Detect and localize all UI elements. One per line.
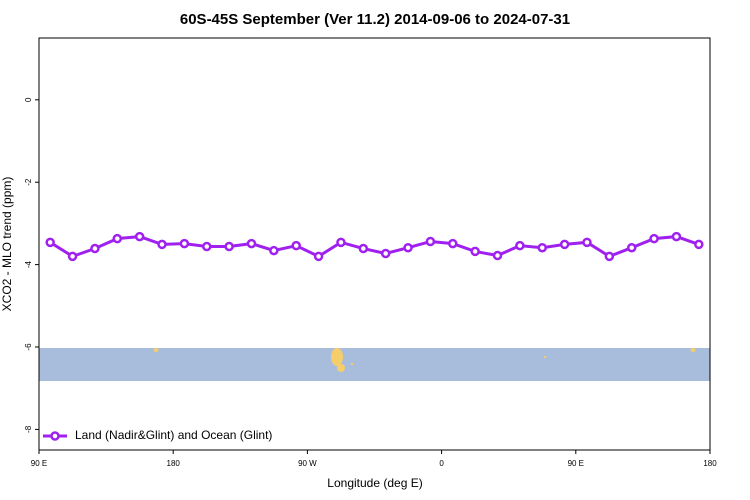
data-point — [671, 231, 682, 242]
x-tick-label: 90 E — [568, 459, 584, 468]
data-point — [492, 250, 503, 261]
data-point — [313, 251, 324, 262]
x-tick-label: 90 W — [298, 459, 317, 468]
y-tick-label: -2 — [24, 178, 33, 186]
data-point — [291, 240, 301, 251]
data-point — [559, 239, 570, 250]
data-point — [649, 233, 659, 244]
data-point — [202, 241, 212, 252]
y-tick-label: 0 — [24, 97, 33, 102]
x-tick-label: 90 E — [31, 459, 47, 468]
legend-marker — [50, 431, 60, 441]
data-point — [626, 242, 637, 253]
x-tick-label: 0 — [439, 459, 444, 468]
ocean-band — [39, 348, 710, 381]
y-tick-label: -8 — [24, 425, 33, 433]
data-point — [67, 251, 78, 262]
data-point — [582, 237, 592, 248]
data-point — [179, 238, 190, 249]
legend-label: Land (Nadir&Glint) and Ocean (Glint) — [75, 428, 272, 442]
data-point — [45, 237, 55, 248]
y-tick-label: -6 — [24, 343, 33, 351]
data-point — [604, 251, 615, 262]
data-point — [269, 245, 279, 256]
y-axis-label: XCO2 - MLO trend (ppm) — [0, 177, 14, 312]
y-tick-label: -4 — [24, 260, 33, 268]
data-point — [224, 241, 234, 252]
data-point — [470, 246, 480, 257]
data-point — [134, 231, 145, 242]
plot-frame — [38, 37, 711, 451]
data-point — [403, 242, 413, 253]
data-point — [380, 248, 391, 259]
data-point — [246, 238, 257, 249]
data-point — [515, 240, 525, 251]
data-point — [694, 239, 704, 250]
data-point — [112, 233, 123, 244]
data-point — [537, 242, 547, 253]
data-point — [157, 239, 167, 250]
data-point — [448, 238, 458, 249]
chart-title: 60S-45S September (Ver 11.2) 2014-09-06 … — [180, 11, 570, 28]
data-point — [358, 243, 369, 254]
series-line — [49, 235, 700, 259]
data-point — [336, 237, 346, 248]
data-point — [90, 243, 100, 254]
x-tick-label: 180 — [167, 459, 181, 468]
data-point — [425, 236, 436, 247]
x-tick-label: 180 — [703, 459, 717, 468]
x-axis-label: Longitude (deg E) — [327, 476, 422, 490]
